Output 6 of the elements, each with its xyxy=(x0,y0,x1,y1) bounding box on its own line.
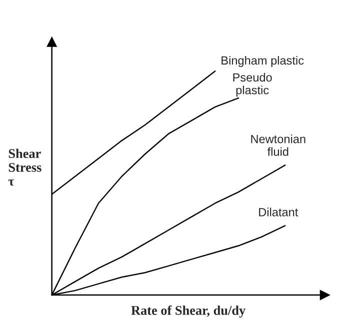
series-label: Dilatant xyxy=(259,208,298,216)
x-axis-title: Rate of Shear, du/dy xyxy=(131,305,246,318)
series-label: Newtonian fluid xyxy=(251,134,306,156)
series-label: Bingham plastic xyxy=(222,56,304,67)
series-label: Pseudo plastic xyxy=(233,72,272,97)
y-axis-title: Shear Stress τ xyxy=(8,148,42,186)
